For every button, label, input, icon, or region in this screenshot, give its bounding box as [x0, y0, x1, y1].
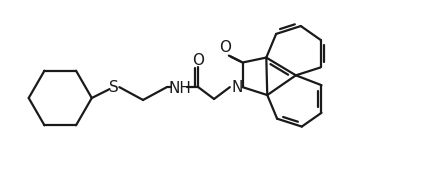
Text: O: O: [192, 53, 204, 68]
Text: O: O: [219, 40, 231, 55]
Text: S: S: [109, 80, 118, 95]
Text: N: N: [231, 80, 242, 95]
Text: NH: NH: [168, 81, 191, 96]
